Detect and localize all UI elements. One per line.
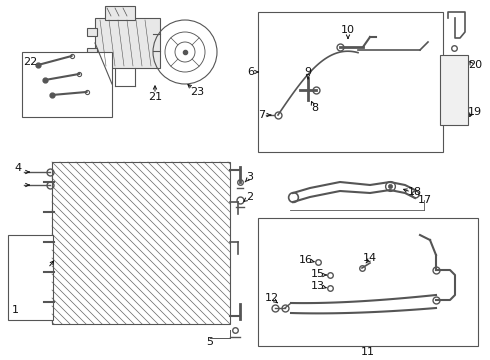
Bar [87,28,97,36]
Text: 9: 9 [304,67,312,77]
Text: 15: 15 [311,269,325,279]
Bar [87,48,97,56]
Text: 19: 19 [468,107,482,117]
Bar [8,235,53,320]
Text: 21: 21 [148,92,162,102]
Text: 13: 13 [311,281,325,291]
Text: 18: 18 [408,187,422,197]
Text: 10: 10 [341,25,355,35]
Bar [22,52,112,117]
Text: 2: 2 [246,192,253,202]
Text: 7: 7 [258,110,266,120]
Bar [105,6,135,20]
Bar [440,55,468,125]
Text: 23: 23 [190,87,204,97]
Text: 20: 20 [468,60,482,70]
Text: 14: 14 [363,253,377,263]
Bar [258,12,443,152]
Bar [258,218,478,346]
Text: 17: 17 [418,195,432,205]
Text: 1: 1 [11,305,19,315]
Text: 4: 4 [14,163,22,173]
Text: 5: 5 [206,337,214,347]
Bar [52,162,230,324]
Text: 8: 8 [312,103,318,113]
Text: 16: 16 [299,255,313,265]
FancyBboxPatch shape [95,18,160,68]
Text: 6: 6 [247,67,254,77]
Text: 3: 3 [246,172,253,182]
Text: 22: 22 [23,57,37,67]
Text: 12: 12 [265,293,279,303]
Text: 11: 11 [361,347,375,357]
